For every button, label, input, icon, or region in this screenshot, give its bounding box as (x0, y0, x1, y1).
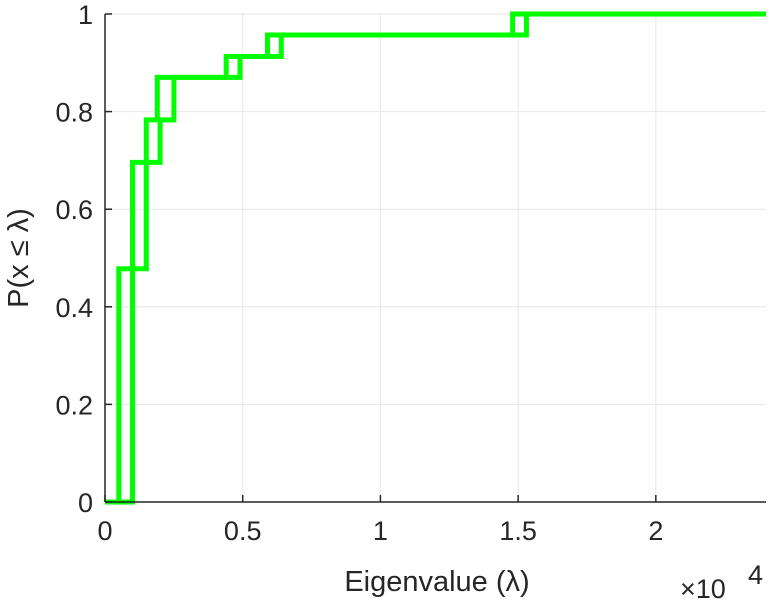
ecdf-step-line-1 (105, 11, 766, 505)
x-tick-label: 1 (373, 516, 388, 546)
series-group (105, 11, 766, 505)
axes (104, 13, 766, 503)
y-tick-label: 0.8 (55, 98, 93, 128)
y-axis-label: P(x ≤ λ) (3, 208, 35, 308)
y-tick-label: 1 (78, 0, 93, 30)
x-axis-label: Eigenvalue (λ) (344, 566, 529, 598)
y-tick-label: 0.6 (55, 195, 93, 225)
x-tick-label: 2 (648, 516, 663, 546)
x-exponent-value: 4 (748, 560, 763, 590)
tick-labels: 0 0.5 1 1.5 2 0 0.2 0.4 0.6 0.8 1 (55, 0, 663, 546)
x-tick-label: 0 (97, 516, 112, 546)
ecdf-step-line-2 (105, 11, 766, 505)
y-tick-label: 0.2 (55, 390, 93, 420)
y-tick-label: 0 (78, 488, 93, 518)
y-tick-label: 0.4 (55, 293, 93, 323)
x-tick-label: 1.5 (499, 516, 537, 546)
grid (105, 13, 766, 502)
x-exponent-label: ×10 (680, 574, 726, 600)
x-tick-label: 0.5 (224, 516, 262, 546)
